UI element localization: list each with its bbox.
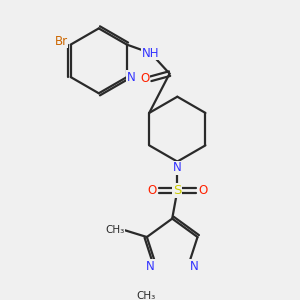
Text: N: N: [146, 260, 155, 273]
Text: CH₃: CH₃: [137, 291, 156, 300]
Text: O: O: [147, 184, 156, 197]
Text: N: N: [127, 70, 135, 84]
Text: Br: Br: [55, 35, 68, 48]
Text: O: O: [198, 184, 208, 197]
Text: N: N: [173, 161, 182, 174]
Text: N: N: [190, 260, 198, 273]
Text: O: O: [140, 72, 150, 85]
Text: S: S: [173, 184, 182, 197]
Text: CH₃: CH₃: [106, 224, 125, 235]
Text: NH: NH: [142, 47, 160, 60]
